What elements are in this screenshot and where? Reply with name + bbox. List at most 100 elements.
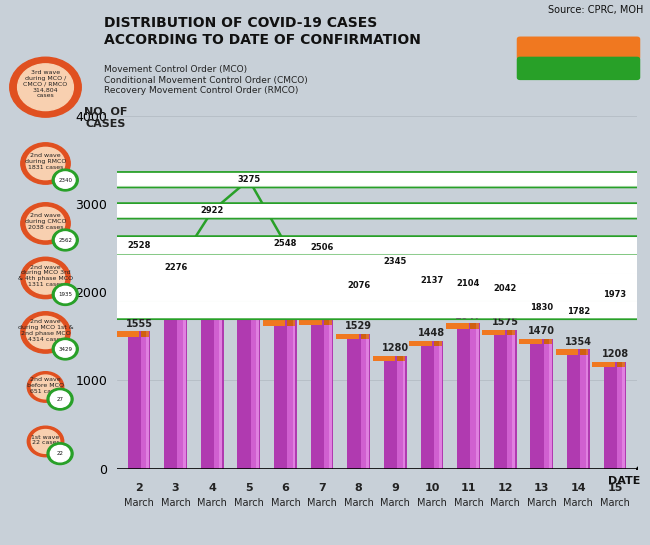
Bar bbox=[507, 330, 514, 469]
Bar bbox=[402, 356, 406, 361]
Bar bbox=[617, 362, 623, 367]
Circle shape bbox=[0, 205, 650, 217]
Text: March: March bbox=[270, 498, 300, 508]
Bar bbox=[586, 349, 588, 354]
Bar bbox=[617, 362, 623, 469]
Text: 2276: 2276 bbox=[164, 263, 187, 272]
Circle shape bbox=[0, 288, 650, 301]
Circle shape bbox=[0, 238, 650, 250]
Bar bbox=[153, 314, 176, 320]
Bar bbox=[549, 339, 552, 469]
Text: 2922: 2922 bbox=[200, 207, 224, 215]
Bar bbox=[292, 320, 296, 326]
Text: 15: 15 bbox=[607, 483, 623, 493]
Bar bbox=[263, 320, 285, 326]
Bar bbox=[530, 339, 553, 469]
Text: 2nd wave
during CMCO
2038 cases: 2nd wave during CMCO 2038 cases bbox=[25, 213, 66, 229]
Bar bbox=[287, 320, 294, 469]
Text: 8: 8 bbox=[355, 483, 363, 493]
Bar bbox=[592, 362, 615, 367]
Text: New Cases: New Cases bbox=[545, 43, 612, 53]
Bar bbox=[141, 331, 147, 469]
Bar bbox=[177, 314, 184, 320]
Bar bbox=[164, 314, 187, 469]
Bar bbox=[549, 339, 552, 344]
Text: March: March bbox=[600, 498, 630, 508]
Bar bbox=[402, 356, 406, 469]
Bar bbox=[251, 278, 257, 284]
Text: March: March bbox=[307, 498, 337, 508]
Circle shape bbox=[0, 275, 650, 291]
Circle shape bbox=[0, 274, 650, 286]
Bar bbox=[183, 314, 186, 320]
Circle shape bbox=[0, 277, 650, 293]
Text: March: March bbox=[161, 498, 190, 508]
Bar bbox=[201, 287, 224, 469]
Text: 1470: 1470 bbox=[528, 326, 555, 336]
Bar bbox=[519, 339, 542, 344]
Bar bbox=[567, 349, 590, 469]
Circle shape bbox=[0, 305, 650, 318]
Bar bbox=[494, 330, 517, 469]
Text: 10: 10 bbox=[424, 483, 439, 493]
Circle shape bbox=[0, 254, 650, 270]
Text: 2nd wave
during MCO 3rd
& 4th phase MCO
1311 cases: 2nd wave during MCO 3rd & 4th phase MCO … bbox=[18, 265, 73, 287]
Bar bbox=[226, 278, 249, 284]
Text: 13: 13 bbox=[534, 483, 549, 493]
Text: March: March bbox=[417, 498, 447, 508]
Circle shape bbox=[0, 272, 650, 288]
Text: 2042: 2042 bbox=[493, 284, 517, 293]
Bar bbox=[183, 314, 186, 469]
Text: March: March bbox=[564, 498, 593, 508]
Bar bbox=[347, 334, 370, 469]
Bar bbox=[237, 278, 260, 469]
Text: 1448: 1448 bbox=[419, 328, 445, 338]
Bar bbox=[580, 349, 586, 354]
Bar bbox=[361, 334, 367, 469]
Bar bbox=[476, 323, 478, 469]
Bar bbox=[300, 320, 322, 325]
Text: 1280: 1280 bbox=[382, 343, 409, 353]
Circle shape bbox=[0, 260, 650, 276]
Text: 1935: 1935 bbox=[58, 292, 72, 297]
Bar bbox=[512, 330, 515, 335]
Bar bbox=[366, 334, 369, 469]
Text: 9: 9 bbox=[391, 483, 399, 493]
Bar bbox=[457, 323, 480, 469]
Text: 1st wave
22 cases: 1st wave 22 cases bbox=[31, 434, 60, 445]
Text: 2076: 2076 bbox=[347, 281, 370, 290]
Text: 1555: 1555 bbox=[125, 319, 153, 329]
Text: 2345: 2345 bbox=[384, 257, 407, 267]
Text: 2nd wave
during RMCO
1831 cases: 2nd wave during RMCO 1831 cases bbox=[25, 153, 66, 169]
Bar bbox=[177, 314, 184, 469]
Text: 5: 5 bbox=[245, 483, 253, 493]
Text: 11: 11 bbox=[461, 483, 476, 493]
Bar bbox=[476, 323, 478, 329]
Text: 2063: 2063 bbox=[199, 274, 226, 284]
Text: 12: 12 bbox=[497, 483, 513, 493]
Circle shape bbox=[0, 172, 650, 187]
Bar bbox=[543, 339, 550, 469]
Text: Discharged: Discharged bbox=[543, 63, 614, 73]
Bar bbox=[397, 356, 404, 361]
Bar bbox=[586, 349, 588, 469]
Bar bbox=[622, 362, 625, 469]
Text: 2548: 2548 bbox=[274, 239, 297, 249]
Bar bbox=[421, 341, 443, 469]
Bar bbox=[220, 287, 222, 292]
Bar bbox=[190, 287, 212, 292]
Text: DISTRIBUTION OF COVID-19 CASES
ACCORDING TO DATE OF CONFIRMATION: DISTRIBUTION OF COVID-19 CASES ACCORDING… bbox=[104, 16, 421, 46]
Text: 1647: 1647 bbox=[455, 311, 482, 320]
Bar bbox=[361, 334, 367, 339]
Bar bbox=[434, 341, 440, 346]
Circle shape bbox=[0, 236, 650, 252]
Bar bbox=[214, 287, 220, 292]
Circle shape bbox=[0, 240, 650, 256]
Text: Movement Control Order (MCO)
Conditional Movement Control Order (CMCO)
Recovery : Movement Control Order (MCO) Conditional… bbox=[104, 65, 307, 95]
Text: 1973: 1973 bbox=[603, 290, 627, 299]
Text: March: March bbox=[344, 498, 374, 508]
Bar bbox=[397, 356, 404, 469]
Bar bbox=[274, 320, 297, 469]
Text: 1745: 1745 bbox=[162, 302, 189, 312]
Circle shape bbox=[0, 256, 650, 268]
